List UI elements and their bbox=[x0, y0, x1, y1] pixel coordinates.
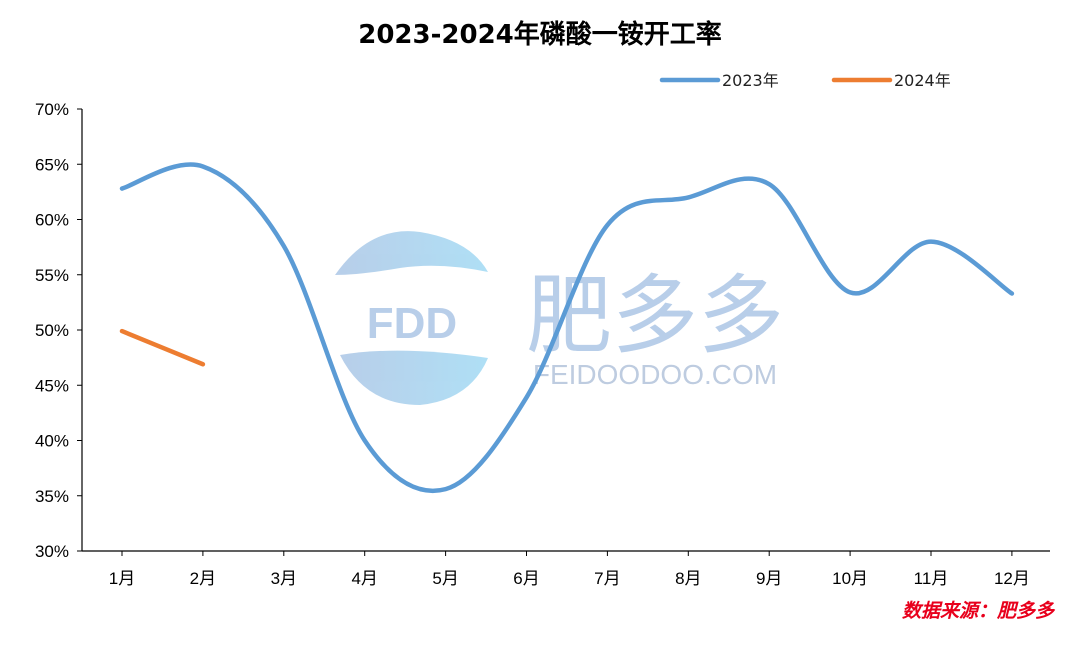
y-tick-label: 50% bbox=[35, 321, 69, 340]
y-tick-label: 65% bbox=[35, 155, 69, 174]
x-tick-label: 6月 bbox=[513, 569, 539, 588]
y-tick-label: 45% bbox=[35, 376, 69, 395]
watermark-name: 肥多多 bbox=[526, 268, 784, 364]
x-tick-label: 2月 bbox=[190, 569, 216, 588]
chart-title: 2023-2024年磷酸一铵开工率 bbox=[358, 20, 722, 50]
y-tick-label: 70% bbox=[35, 100, 69, 119]
logo-leaf-bottom-icon bbox=[340, 350, 488, 405]
x-tick-label: 8月 bbox=[675, 569, 701, 588]
x-tick-label: 9月 bbox=[756, 569, 782, 588]
x-tick-label: 4月 bbox=[351, 569, 377, 588]
logo-leaf-top-icon bbox=[335, 231, 488, 275]
y-tick-label: 30% bbox=[35, 542, 69, 561]
y-tick-label: 40% bbox=[35, 432, 69, 451]
y-tick-label: 60% bbox=[35, 211, 69, 230]
y-tick-label: 55% bbox=[35, 266, 69, 285]
watermark-logo-text: FDD bbox=[367, 299, 457, 348]
x-tick-label: 7月 bbox=[594, 569, 620, 588]
legend-label: 2023年 bbox=[722, 71, 779, 90]
x-tick-label: 11月 bbox=[914, 569, 949, 588]
x-tick-label: 10月 bbox=[832, 569, 868, 588]
x-tick-label: 3月 bbox=[271, 569, 297, 588]
series-line-2024年 bbox=[119, 328, 206, 367]
y-tick-label: 35% bbox=[35, 487, 69, 506]
x-tick-label: 1月 bbox=[109, 569, 135, 588]
source-note: 数据来源：肥多多 bbox=[901, 600, 1054, 622]
watermark-url: FEIDOODOO.COM bbox=[533, 359, 777, 390]
x-tick-label: 5月 bbox=[432, 569, 458, 588]
legend-label: 2024年 bbox=[894, 71, 951, 90]
x-tick-label: 12月 bbox=[994, 569, 1030, 588]
